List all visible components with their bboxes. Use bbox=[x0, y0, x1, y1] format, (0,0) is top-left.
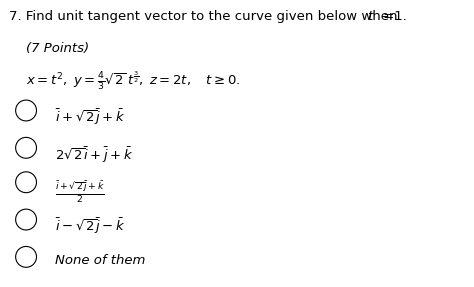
Text: (7 Points): (7 Points) bbox=[26, 42, 89, 55]
Text: None of them: None of them bbox=[55, 254, 145, 267]
Text: =1.: =1. bbox=[379, 10, 407, 23]
Text: $\bar{i} - \sqrt{2}\bar{j}  - \bar{k}$: $\bar{i} - \sqrt{2}\bar{j} - \bar{k}$ bbox=[55, 217, 125, 236]
Text: $\frac{\bar{i}+\sqrt{2}\bar{j}+\bar{k}}{2}$: $\frac{\bar{i}+\sqrt{2}\bar{j}+\bar{k}}{… bbox=[55, 179, 104, 205]
Text: 7. Find unit tangent vector to the curve given below when: 7. Find unit tangent vector to the curve… bbox=[9, 10, 402, 23]
Text: $2\sqrt{2}\bar{i} + \bar{j}  + \bar{k}$: $2\sqrt{2}\bar{i} + \bar{j} + \bar{k}$ bbox=[55, 145, 133, 164]
Text: $x = t^2,\;  y = \frac{4}{3}\sqrt{2}\, t^{\frac{3}{2}},\; z = 2t, \quad t \geq 0: $x = t^2,\; y = \frac{4}{3}\sqrt{2}\, t^… bbox=[26, 70, 240, 92]
Text: $\bar{i} + \sqrt{2}\bar{j} + \bar{k}$: $\bar{i} + \sqrt{2}\bar{j} + \bar{k}$ bbox=[55, 108, 125, 127]
Text: $t$: $t$ bbox=[367, 10, 374, 23]
